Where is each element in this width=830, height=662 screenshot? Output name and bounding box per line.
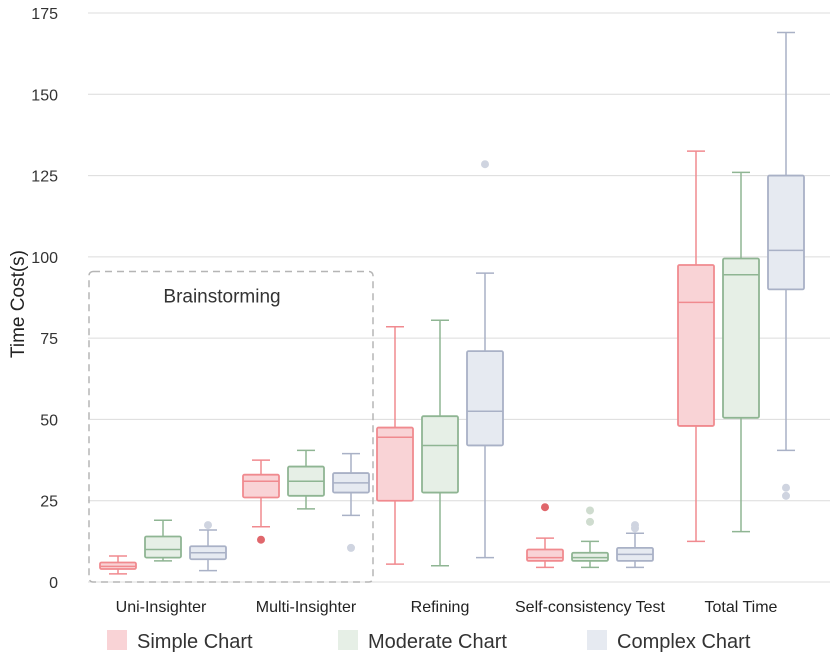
box-uni-insighter-complex-chart	[189, 521, 227, 572]
legend: Simple Chart Moderate Chart Complex Chart	[107, 630, 751, 653]
y-tick-label-0: 0	[49, 575, 58, 592]
legend-item-complex-chart: Complex Chart	[587, 630, 751, 653]
box-multi-insighter-moderate-chart	[287, 449, 325, 510]
outlier-point	[481, 160, 489, 169]
box-total-time-moderate-chart	[722, 171, 760, 533]
legend-label: Simple Chart	[137, 631, 253, 653]
x-category-label: Total Time	[705, 599, 778, 616]
box-iqr	[466, 350, 504, 447]
box-uni-insighter-simple-chart	[99, 555, 137, 575]
box-self-consistency-test-simple-chart	[526, 503, 564, 569]
brainstorming-annotation: Brainstorming	[88, 270, 374, 583]
x-category-label: Self-consistency Test	[515, 599, 666, 616]
box-self-consistency-test-complex-chart	[616, 521, 654, 569]
y-tick-label-100: 100	[31, 250, 58, 267]
box-iqr	[722, 257, 760, 419]
box-iqr	[144, 535, 182, 559]
y-tick-label-25: 25	[40, 494, 58, 511]
box-iqr	[242, 473, 280, 499]
legend-swatch	[587, 630, 607, 650]
outlier-point	[541, 503, 549, 512]
legend-swatch	[107, 630, 127, 650]
outlier-point	[204, 521, 212, 530]
outlier-point	[586, 517, 594, 526]
legend-item-moderate-chart: Moderate Chart	[338, 630, 507, 653]
box-multi-insighter-simple-chart	[242, 459, 280, 544]
outlier-point	[257, 535, 265, 544]
box-uni-insighter-moderate-chart	[144, 519, 182, 562]
outlier-point	[586, 506, 594, 515]
box-self-consistency-test-moderate-chart	[571, 506, 609, 569]
outlier-point	[782, 491, 790, 500]
outlier-point	[631, 521, 639, 530]
outlier-point	[782, 483, 790, 492]
legend-swatch	[338, 630, 358, 650]
x-category-label: Refining	[411, 599, 470, 616]
outlier-point	[347, 543, 355, 552]
x-category-label: Uni-Insighter	[116, 599, 207, 616]
y-tick-label-75: 75	[40, 331, 58, 348]
y-axis-title: Time Cost(s)	[8, 250, 29, 358]
box-iqr	[526, 548, 564, 562]
box-iqr	[767, 174, 805, 291]
x-category-label: Multi-Insighter	[256, 599, 357, 616]
box-total-time-complex-chart	[767, 31, 805, 500]
y-axis-ticks: 0 25 50 75 100 125 150 175	[31, 6, 58, 592]
y-tick-label-125: 125	[31, 169, 58, 186]
box-series	[99, 31, 805, 575]
box-iqr	[571, 551, 609, 562]
x-axis-category-labels: Uni-Insighter Multi-Insighter Refining Self…	[116, 599, 778, 616]
brainstorming-label: Brainstorming	[163, 286, 280, 307]
legend-label: Complex Chart	[617, 631, 751, 653]
box-iqr	[677, 264, 715, 427]
box-refining-moderate-chart	[421, 319, 459, 567]
box-total-time-simple-chart	[677, 150, 715, 543]
box-iqr	[376, 426, 414, 502]
box-iqr	[421, 415, 459, 494]
brainstorming-dashed-box	[88, 270, 374, 583]
y-tick-label-50: 50	[40, 412, 58, 429]
y-tick-label-175: 175	[31, 6, 58, 23]
box-refining-simple-chart	[376, 326, 414, 565]
box-multi-insighter-complex-chart	[332, 452, 370, 552]
series-moderate-chart	[144, 171, 760, 569]
legend-label: Moderate Chart	[368, 631, 507, 653]
series-simple-chart	[99, 150, 715, 575]
y-tick-label-150: 150	[31, 87, 58, 104]
series-complex-chart	[189, 31, 805, 572]
legend-item-simple-chart: Simple Chart	[107, 630, 253, 653]
grid-lines	[88, 12, 830, 583]
box-refining-complex-chart	[466, 160, 504, 559]
